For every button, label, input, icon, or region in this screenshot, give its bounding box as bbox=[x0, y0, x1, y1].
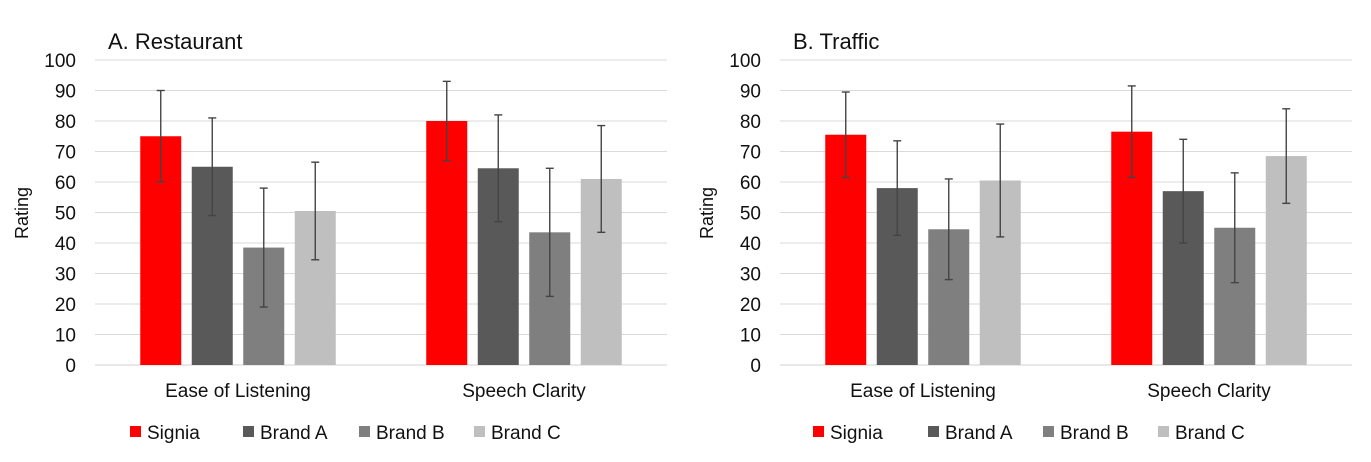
y-tick-label: 40 bbox=[740, 234, 761, 255]
legend-label: Brand A bbox=[260, 423, 328, 444]
y-tick-label: 70 bbox=[55, 143, 76, 164]
legend-label: Brand B bbox=[376, 423, 445, 444]
chart-title: A. Restaurant bbox=[108, 29, 243, 54]
bar bbox=[426, 121, 468, 365]
x-tick-label: Speech Clarity bbox=[1147, 381, 1271, 402]
legend-swatch bbox=[1043, 426, 1054, 437]
chart-traffic: B. Traffic Rating 0 10 20 30 40 50 60 70 80 90 100… bbox=[697, 29, 1352, 444]
y-tick-label: 0 bbox=[65, 356, 76, 377]
chart-restaurant: A. Restaurant Rating 0 10 20 30 40 50 60 70 80 90… bbox=[12, 29, 667, 444]
legend-swatch bbox=[928, 426, 939, 437]
y-tick-label: 80 bbox=[55, 112, 76, 133]
x-tick-label: Speech Clarity bbox=[462, 381, 586, 402]
legend-label: Brand C bbox=[1175, 423, 1245, 444]
y-tick-label: 20 bbox=[740, 295, 761, 316]
y-tick-label: 30 bbox=[740, 265, 761, 286]
y-tick-label: 80 bbox=[740, 112, 761, 133]
legend-label: Brand A bbox=[945, 423, 1013, 444]
y-tick-label: 60 bbox=[740, 173, 761, 194]
y-tick-label: 20 bbox=[55, 295, 76, 316]
y-tick-label: 10 bbox=[55, 326, 76, 347]
y-axis-label: Rating bbox=[697, 187, 717, 239]
y-axis-label: Rating bbox=[12, 187, 32, 239]
legend-swatch bbox=[359, 426, 370, 437]
x-tick-label: Ease of Listening bbox=[165, 381, 311, 402]
legend-swatch bbox=[1158, 426, 1169, 437]
legend-swatch bbox=[474, 426, 485, 437]
x-tick-label: Ease of Listening bbox=[850, 381, 996, 402]
y-tick-label: 100 bbox=[44, 51, 76, 72]
legend-label: Signia bbox=[830, 423, 883, 444]
legend-swatch bbox=[813, 426, 824, 437]
legend-swatch bbox=[130, 426, 141, 437]
legend-label: Brand C bbox=[491, 423, 561, 444]
chart-title: B. Traffic bbox=[793, 29, 879, 54]
legend-label: Brand B bbox=[1060, 423, 1129, 444]
y-tick-label: 0 bbox=[750, 356, 761, 377]
y-tick-label: 10 bbox=[740, 326, 761, 347]
legend-label: Signia bbox=[147, 423, 200, 444]
y-tick-label: 90 bbox=[740, 82, 761, 103]
y-tick-label: 30 bbox=[55, 265, 76, 286]
y-tick-label: 50 bbox=[55, 204, 76, 225]
legend-swatch bbox=[243, 426, 254, 437]
y-tick-label: 50 bbox=[740, 204, 761, 225]
y-tick-label: 90 bbox=[55, 82, 76, 103]
y-tick-label: 40 bbox=[55, 234, 76, 255]
y-tick-label: 60 bbox=[55, 173, 76, 194]
y-tick-label: 100 bbox=[729, 51, 761, 72]
y-tick-label: 70 bbox=[740, 143, 761, 164]
